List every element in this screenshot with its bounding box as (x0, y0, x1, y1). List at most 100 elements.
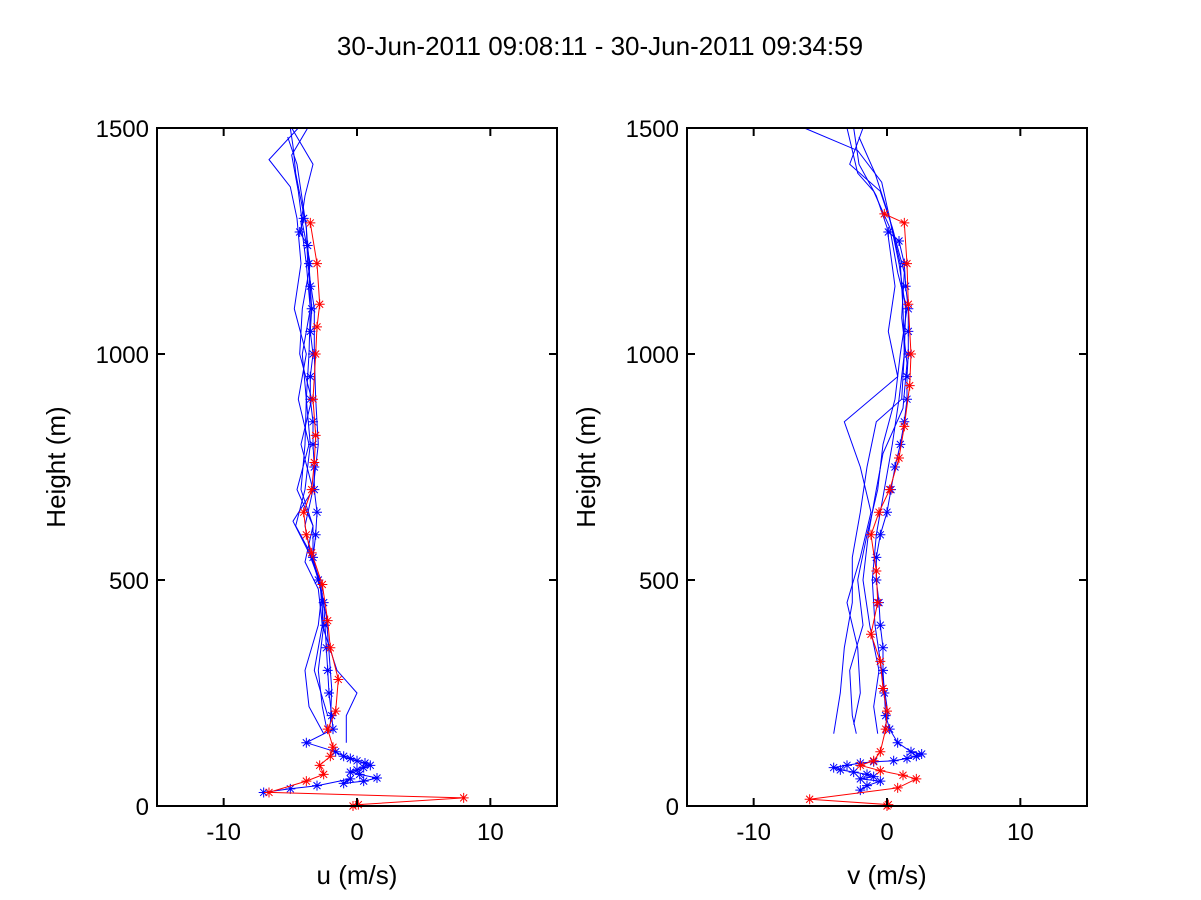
data-point (312, 507, 322, 518)
data-point (298, 507, 309, 518)
x-tick-label: -10 (206, 819, 241, 846)
data-point (312, 780, 322, 791)
data-point (855, 773, 866, 784)
data-point (880, 710, 891, 721)
figure-title: 30-Jun-2011 09:08:11 - 30-Jun-2011 09:34… (337, 31, 863, 61)
data-point (338, 751, 349, 762)
data-point (325, 642, 336, 653)
data-point (328, 742, 338, 753)
data-point (828, 762, 839, 773)
data-point (345, 753, 356, 764)
series-line-2 (291, 127, 325, 734)
data-point (358, 776, 369, 787)
series-line-6 (809, 213, 918, 807)
data-point (301, 529, 312, 540)
data-point (902, 394, 912, 405)
data-point (883, 226, 894, 237)
data-point (880, 724, 891, 735)
data-point (902, 753, 912, 764)
data-point (326, 710, 337, 721)
data-point (322, 615, 333, 626)
data-point (345, 773, 356, 784)
series-line-4 (858, 136, 907, 734)
data-point (875, 776, 886, 787)
data-point (866, 629, 876, 640)
data-point (305, 281, 316, 292)
data-point (314, 760, 325, 771)
series-line-2 (843, 127, 899, 725)
data-point (848, 767, 859, 778)
data-point (890, 462, 900, 472)
data-point (358, 762, 369, 773)
series-line-4 (287, 136, 333, 725)
data-point (892, 782, 903, 793)
data-point (338, 778, 349, 789)
data-point (835, 764, 846, 775)
u-profile-panel: -10 0 10 0 500 1000 1500 u (m/s) Height (m) (41, 116, 558, 890)
data-point (328, 724, 338, 735)
data-point (305, 326, 316, 337)
data-point (314, 299, 325, 310)
data-point (892, 737, 903, 748)
data-point (872, 597, 883, 608)
data-point (308, 439, 318, 450)
data-point (372, 772, 382, 783)
x-tick-label: 10 (1007, 819, 1034, 846)
x-axis-label: u (m/s) (317, 860, 398, 890)
data-point (871, 565, 882, 576)
y-axis-label: Height (m) (41, 406, 71, 527)
data-point (308, 416, 318, 427)
data-point (312, 321, 322, 332)
data-point (353, 799, 364, 810)
data-point (878, 642, 888, 653)
data-point (305, 217, 316, 228)
data-point (875, 620, 886, 631)
data-point (365, 760, 376, 771)
data-point (868, 771, 879, 782)
data-point (882, 706, 892, 717)
data-point (895, 439, 906, 450)
data-point (306, 547, 317, 558)
data-point (310, 430, 321, 441)
data-point (884, 484, 895, 495)
data-point (855, 760, 866, 771)
data-point (882, 507, 892, 518)
data-point (294, 226, 305, 237)
data-point (875, 765, 886, 776)
data-point (302, 240, 313, 251)
data-point (903, 326, 914, 337)
data-point (298, 213, 309, 224)
data-point (313, 575, 324, 585)
data-point (352, 764, 362, 775)
data-point (458, 792, 469, 803)
data-point (902, 371, 912, 382)
data-point (306, 484, 317, 495)
data-point (330, 746, 341, 757)
x-tick-label: -10 (736, 819, 771, 846)
data-point (878, 683, 888, 694)
series-line-0 (804, 127, 905, 734)
data-point (360, 758, 370, 769)
series-line-1 (846, 127, 908, 734)
data-point (305, 371, 316, 382)
v-profile-panel: -10 0 10 0 500 1000 1500 v (m/s) Height (m) (571, 116, 1088, 890)
data-point (312, 258, 322, 269)
data-point (898, 770, 908, 781)
data-point (902, 258, 912, 269)
data-point (306, 303, 317, 314)
y-tick-label: 500 (639, 568, 679, 595)
y-tick-label: 0 (136, 794, 149, 821)
data-point (264, 787, 274, 798)
data-point (345, 767, 356, 778)
data-point (911, 773, 922, 784)
data-point (330, 706, 341, 717)
y-tick-label: 0 (666, 794, 679, 821)
y-tick-label: 500 (109, 568, 149, 595)
data-point (318, 769, 329, 780)
data-point (875, 746, 886, 757)
data-point (899, 217, 910, 228)
data-point (894, 452, 904, 463)
y-axis-label: Height (m) (571, 406, 601, 527)
data-point (301, 776, 312, 787)
